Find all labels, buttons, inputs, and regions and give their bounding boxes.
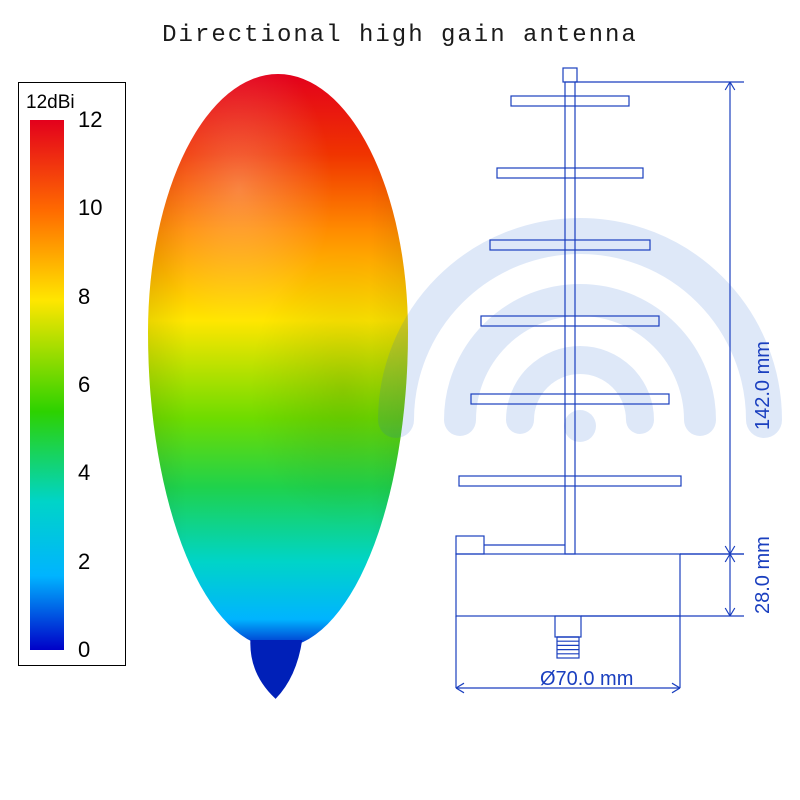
dimension-base: 28.0 mm [752,536,775,614]
dimension-height: 142.0 mm [752,341,775,430]
dimension-width: Ø70.0 mm [540,668,633,691]
technical-drawing [0,0,800,800]
